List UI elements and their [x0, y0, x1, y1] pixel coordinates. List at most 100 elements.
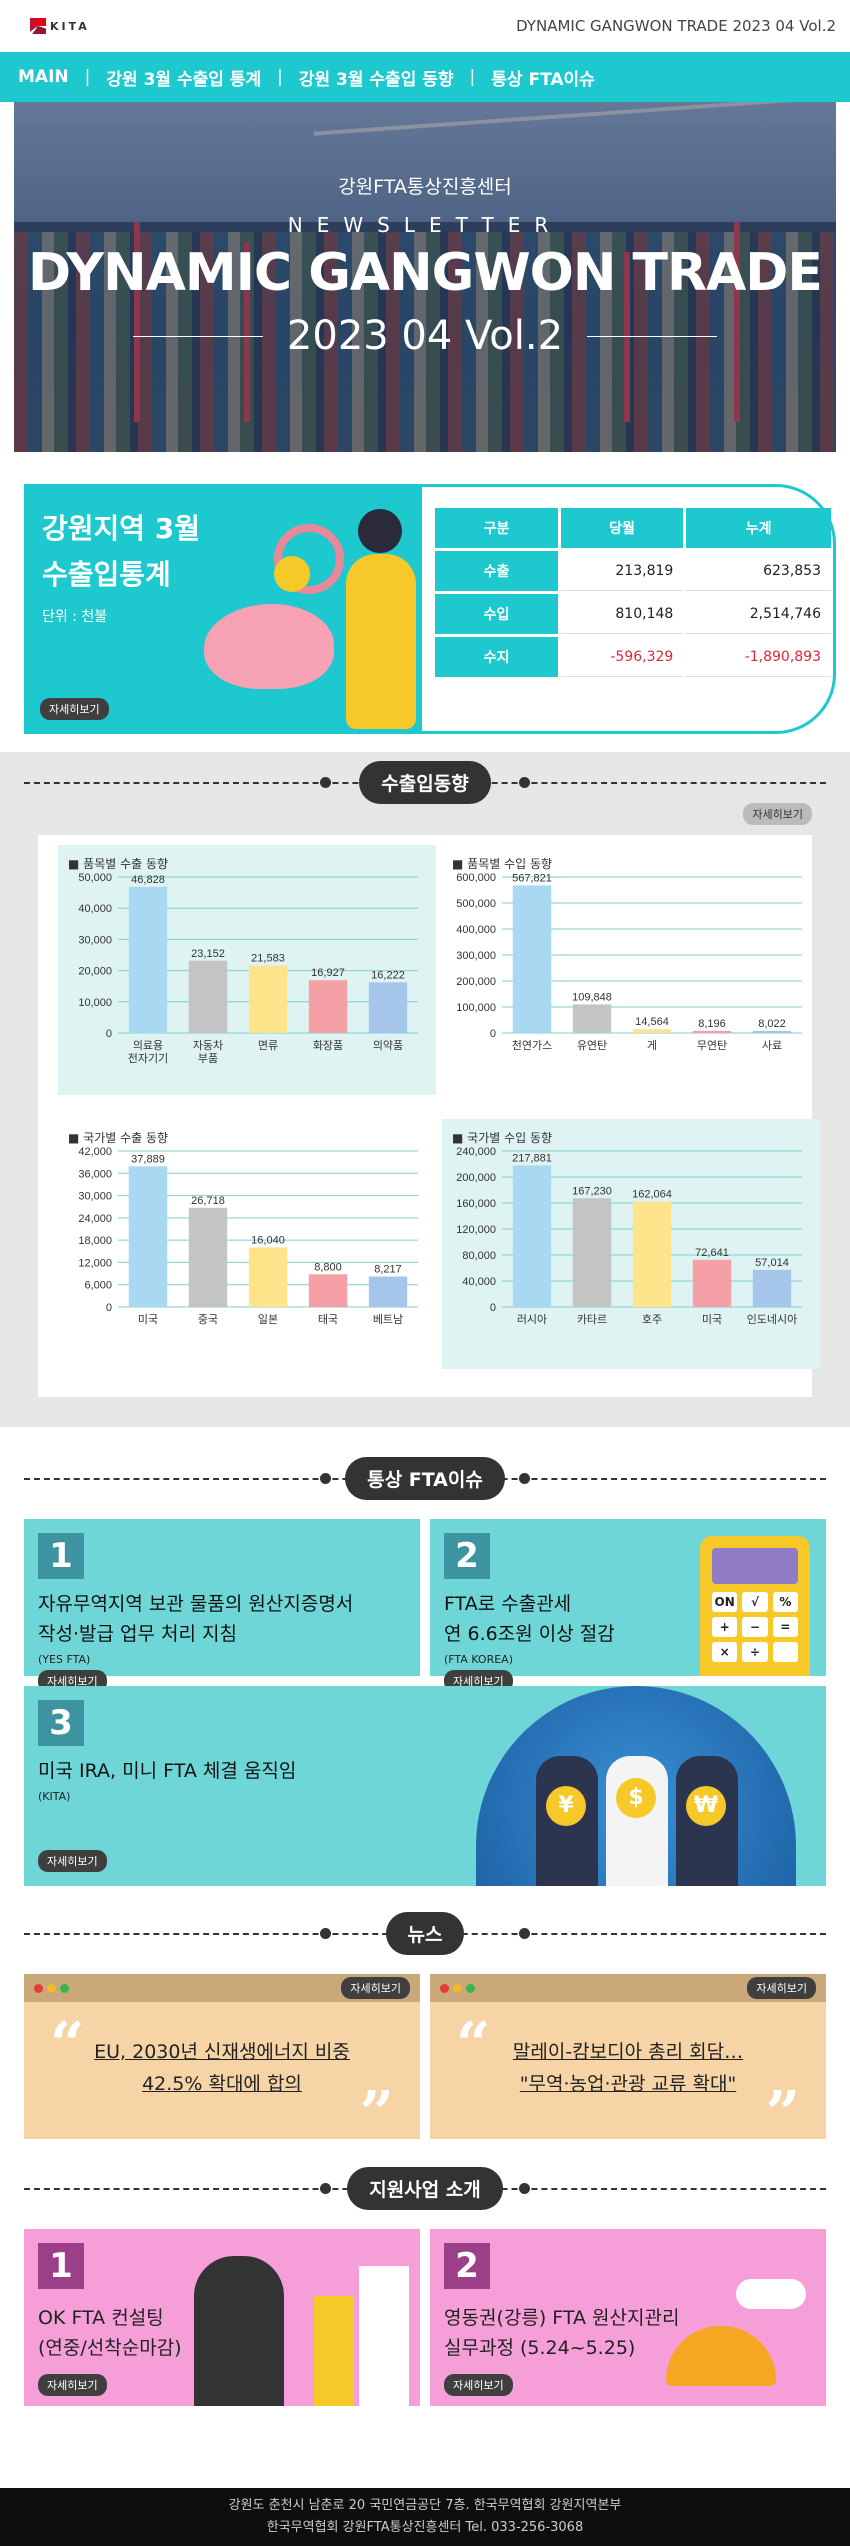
data-label: 57,014 — [755, 1257, 789, 1269]
bar — [752, 1269, 792, 1307]
category-label: 자동차 — [193, 1039, 223, 1052]
news-2-more-button[interactable]: 자세히보기 — [747, 1977, 816, 1999]
tick-label: 40,000 — [78, 903, 112, 915]
trend-more-button[interactable]: 자세히보기 — [743, 803, 812, 825]
fta-3-more-button[interactable]: 자세히보기 — [38, 1850, 107, 1872]
tick-label: 0 — [106, 1302, 112, 1314]
tick-label: 6,000 — [84, 1280, 112, 1292]
support-card-2[interactable]: 2 영동권(강릉) FTA 원산지관리 실무과정 (5.24~5.25) 자세히보… — [430, 2229, 826, 2406]
yen-bag-icon: ¥ — [546, 1786, 586, 1826]
tick-label: 10,000 — [78, 997, 112, 1009]
stats-title-1: 강원지역 3월 — [42, 512, 201, 545]
nav-item-main[interactable]: MAIN — [18, 67, 69, 87]
bar — [632, 1029, 672, 1033]
fta-cards: 1 자유무역지역 보관 물품의 원산지증명서 작성·발급 업무 처리 지침 (YE… — [24, 1519, 826, 1886]
nav-item-trend[interactable]: 강원 3월 수출입 동향 — [298, 69, 454, 90]
category-label: 일본 — [258, 1312, 278, 1326]
bar — [368, 982, 408, 1033]
section-header-trend: 수출입동향 — [0, 759, 850, 805]
fta-card-1[interactable]: 1 자유무역지역 보관 물품의 원산지증명서 작성·발급 업무 처리 지침 (YE… — [24, 1519, 420, 1692]
quote-close-icon: ” — [359, 2079, 394, 2149]
category-label: 천연가스 — [512, 1038, 552, 1052]
tick-label: 500,000 — [456, 898, 496, 910]
nav-item-stats[interactable]: 강원 3월 수출입 통계 — [106, 69, 262, 90]
kita-logo-icon — [30, 18, 46, 34]
data-label: 21,583 — [251, 953, 285, 965]
news-card-1[interactable]: 자세히보기 “ EU, 2030년 신재생에너지 비중 42.5% 확대에 합의 … — [24, 1974, 420, 2149]
tick-label: 24,000 — [78, 1213, 112, 1225]
data-label: 567,821 — [512, 872, 552, 884]
tick-label: 50,000 — [78, 872, 112, 884]
data-label: 8,022 — [758, 1018, 786, 1030]
stats-table-wrap: 구분 당월 누계 수출 213,819 623,853 수입 810,148 2… — [414, 484, 836, 734]
data-label: 72,641 — [695, 1247, 729, 1259]
kita-logo[interactable]: KITA — [30, 18, 90, 34]
tick-label: 30,000 — [78, 934, 112, 946]
stats-summary: 강원지역 3월 수출입통계 단위 : 천불 자세히보기 — [24, 484, 422, 734]
bar — [692, 1259, 732, 1307]
bar — [308, 980, 348, 1033]
category-label: 무연탄 — [697, 1039, 727, 1052]
data-label: 16,222 — [371, 969, 405, 981]
chart-import-item: ■ 품목별 수입 동향 0 100,000 200,000 300,000 400,000… — [442, 845, 820, 1095]
bar — [632, 1201, 672, 1307]
support-2-more-button[interactable]: 자세히보기 — [444, 2374, 513, 2396]
table-row: 수출 213,819 623,853 — [435, 551, 831, 591]
building-icon — [314, 2296, 354, 2406]
category-label: 사료 — [762, 1039, 782, 1052]
category-label: 유연탄 — [577, 1039, 607, 1052]
col-header: 당월 — [561, 508, 684, 548]
tick-label: 18,000 — [78, 1235, 112, 1247]
data-label: 16,927 — [311, 967, 345, 979]
support-cards: 1 OK FTA 컨설팅 (연중/선착순마감) 자세히보기 2 영동권(강릉) F… — [24, 2229, 826, 2406]
data-label: 26,718 — [191, 1195, 225, 1207]
data-label: 16,040 — [251, 1234, 285, 1246]
building-icon — [359, 2266, 409, 2406]
bar — [752, 1030, 792, 1033]
bar — [188, 960, 228, 1033]
table-row: 수지 -596,329 -1,890,893 — [435, 637, 831, 677]
tick-label: 240,000 — [456, 1146, 496, 1158]
data-label: 23,152 — [191, 948, 225, 960]
bar — [248, 1247, 288, 1307]
tick-label: 80,000 — [462, 1250, 496, 1262]
fta-card-3[interactable]: 3 미국 IRA, 미니 FTA 체결 움직임 (KITA) 자세히보기 ¥ $… — [24, 1686, 826, 1886]
tick-label: 200,000 — [456, 1172, 496, 1184]
won-bag-icon: ₩ — [686, 1786, 726, 1826]
news-card-2[interactable]: 자세히보기 “ 말레이-캄보디아 총리 회담… "무역·농업·관광 교류 확대" … — [430, 1974, 826, 2149]
nav-item-fta[interactable]: 통상 FTA이슈 — [491, 69, 595, 90]
category-label: 부품 — [198, 1052, 218, 1065]
stats-more-button[interactable]: 자세히보기 — [40, 698, 109, 720]
section-header-fta: 통상 FTA이슈 — [0, 1455, 850, 1501]
hero-vol: 2023 04 Vol.2 — [286, 313, 564, 359]
globe-illustration: ¥ $ ₩ — [476, 1686, 796, 1886]
category-label: 미국 — [702, 1313, 722, 1326]
table-row: 수입 810,148 2,514,746 — [435, 594, 831, 634]
tick-label: 12,000 — [78, 1257, 112, 1269]
category-label: 카타르 — [577, 1313, 607, 1326]
fta-card-2[interactable]: 2 FTA로 수출관세 연 6.6조원 이상 절감 (FTA KOREA) 자세히… — [430, 1519, 826, 1692]
hero-title: DYNAMIC GANGWON TRADE — [28, 243, 823, 303]
stats-unit: 단위 : 천불 — [42, 609, 108, 625]
data-label: 14,564 — [635, 1016, 669, 1028]
quote-open-icon: “ — [456, 2010, 491, 2080]
hero-newsletter: NEWSLETTER — [287, 213, 563, 237]
top-header: KITA DYNAMIC GANGWON TRADE 2023 04 Vol.2 — [0, 0, 850, 52]
woman-illustration — [346, 509, 416, 729]
col-header: 구분 — [435, 508, 558, 548]
tick-label: 0 — [490, 1302, 496, 1314]
category-label: 태국 — [318, 1313, 338, 1326]
section-header-news: 뉴스 — [0, 1910, 850, 1956]
support-card-1[interactable]: 1 OK FTA 컨설팅 (연중/선착순마감) 자세히보기 — [24, 2229, 420, 2406]
main-nav: MAIN | 강원 3월 수출입 통계 | 강원 3월 수출입 동향 | 통상 … — [0, 52, 850, 102]
support-1-more-button[interactable]: 자세히보기 — [38, 2374, 107, 2396]
logo-text: KITA — [50, 19, 90, 33]
news-1-more-button[interactable]: 자세히보기 — [341, 1977, 410, 1999]
bar — [692, 1030, 732, 1033]
quote-close-icon: ” — [765, 2079, 800, 2149]
category-label: 면류 — [258, 1039, 278, 1052]
stats-title-2: 수출입통계 — [42, 558, 171, 591]
tick-label: 160,000 — [456, 1198, 496, 1210]
dollar-bag-icon: $ — [616, 1778, 656, 1818]
data-label: 217,881 — [512, 1152, 552, 1164]
